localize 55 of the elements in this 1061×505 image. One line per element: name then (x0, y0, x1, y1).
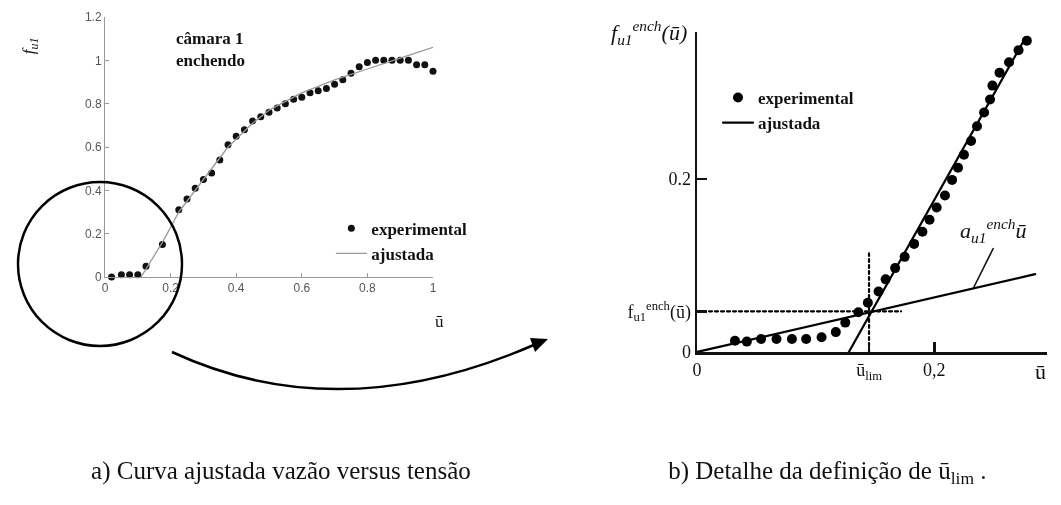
x-axis-title: ū (435, 312, 444, 331)
point (953, 162, 964, 173)
legend-label: ajustada (758, 114, 821, 134)
point (917, 226, 928, 237)
point (134, 271, 142, 279)
point (987, 80, 998, 91)
point (355, 63, 363, 71)
x-tick-label: 1 (429, 281, 437, 296)
point (372, 56, 380, 64)
point (421, 61, 429, 69)
x-tick-label: 0.8 (359, 281, 377, 296)
point (786, 334, 797, 345)
x-axis-title: ū (1035, 359, 1046, 384)
point (830, 327, 841, 338)
y-tick-label: 0 (94, 270, 102, 285)
y-tick-label: 1 (94, 53, 102, 68)
point (314, 87, 322, 95)
y-tick-label: 0.2 (668, 169, 691, 190)
point (363, 59, 371, 66)
point (771, 334, 782, 345)
x-tick-label: 0.4 (227, 281, 245, 296)
y-tick-label: 1.2 (84, 10, 102, 25)
point (117, 271, 125, 279)
x-tick-label: 0,2 (923, 360, 946, 381)
y-tick-label: 0.6 (84, 140, 102, 155)
point (126, 271, 134, 279)
point (939, 190, 950, 201)
point (994, 67, 1005, 78)
y-tick-label: 0.8 (84, 96, 102, 111)
point (298, 93, 306, 101)
point (331, 80, 339, 88)
point (816, 332, 827, 343)
point (801, 334, 812, 345)
point (322, 85, 330, 92)
point (931, 202, 942, 213)
point (947, 174, 958, 185)
x-tick-label: 0.6 (293, 281, 311, 296)
point (840, 317, 851, 328)
y-tick-label: 0.2 (84, 226, 102, 241)
y-tick-label: 0.4 (84, 183, 102, 198)
legend-label: ajustada (371, 245, 435, 265)
text: a) Curva ajustada vazão versus tensão (91, 456, 471, 485)
point (1021, 35, 1032, 46)
point (413, 61, 421, 69)
point (924, 214, 935, 225)
y-tick-label: f$_{u1}$$^{ench}$(ū) (627, 299, 691, 325)
point (404, 56, 412, 64)
legend-label: experimental (371, 219, 467, 239)
y-tick-label: 0 (681, 342, 691, 363)
legend-label: experimental (758, 89, 854, 109)
text: b) Detalhe da definição de ū$_{lim}$ . (668, 456, 987, 489)
annotation: a$_{u1}$$^{ench}$ū (960, 215, 1027, 246)
point (429, 67, 437, 75)
annotation: câmara 1 enchendo (176, 29, 245, 71)
x-tick-label: ū$_{lim}$ (856, 360, 883, 383)
